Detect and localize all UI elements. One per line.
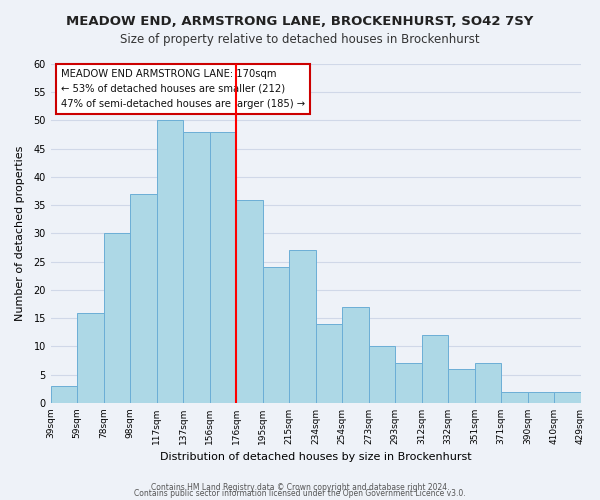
Bar <box>50 386 77 403</box>
Bar <box>263 268 289 403</box>
Bar <box>422 335 448 403</box>
Bar <box>289 250 316 403</box>
Bar <box>554 392 581 403</box>
Text: MEADOW END, ARMSTRONG LANE, BROCKENHURST, SO42 7SY: MEADOW END, ARMSTRONG LANE, BROCKENHURST… <box>67 15 533 28</box>
Bar <box>475 364 501 403</box>
Text: Contains HM Land Registry data © Crown copyright and database right 2024.: Contains HM Land Registry data © Crown c… <box>151 484 449 492</box>
Text: Size of property relative to detached houses in Brockenhurst: Size of property relative to detached ho… <box>120 32 480 46</box>
Y-axis label: Number of detached properties: Number of detached properties <box>15 146 25 321</box>
X-axis label: Distribution of detached houses by size in Brockenhurst: Distribution of detached houses by size … <box>160 452 472 462</box>
Bar <box>236 200 263 403</box>
Bar <box>183 132 209 403</box>
Text: Contains public sector information licensed under the Open Government Licence v3: Contains public sector information licen… <box>134 490 466 498</box>
Bar <box>368 346 395 403</box>
Bar <box>501 392 527 403</box>
Bar <box>395 364 422 403</box>
Bar <box>157 120 183 403</box>
Bar <box>342 307 368 403</box>
Bar <box>316 324 342 403</box>
Bar <box>104 234 130 403</box>
Bar <box>130 194 157 403</box>
Bar <box>527 392 554 403</box>
Bar <box>209 132 236 403</box>
Bar <box>448 369 475 403</box>
Text: MEADOW END ARMSTRONG LANE: 170sqm
← 53% of detached houses are smaller (212)
47%: MEADOW END ARMSTRONG LANE: 170sqm ← 53% … <box>61 69 305 108</box>
Bar <box>77 312 104 403</box>
